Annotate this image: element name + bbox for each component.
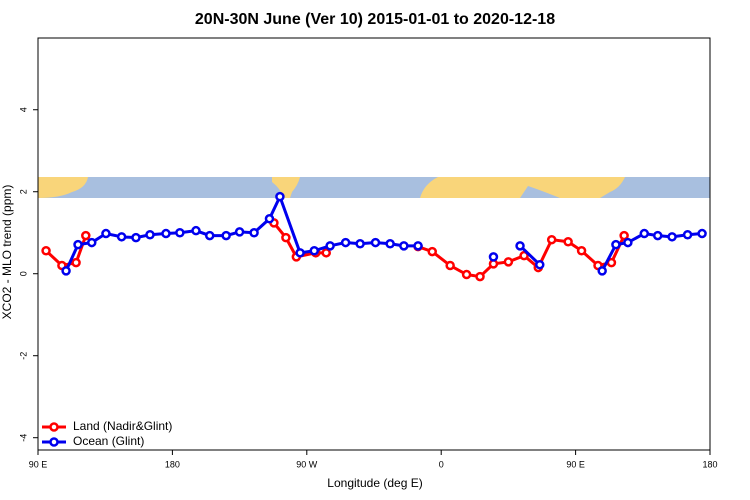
point: [427, 246, 437, 257]
legend-label: Land (Nadir&Glint): [73, 419, 172, 433]
point: [101, 228, 111, 239]
point: [73, 239, 83, 250]
point: [249, 227, 259, 238]
chart-title: 20N-30N June (Ver 10) 2015-01-01 to 2020…: [195, 11, 555, 28]
point: [81, 230, 91, 241]
x-tick-label: 180: [702, 459, 717, 469]
point: [321, 248, 331, 258]
point: [563, 236, 573, 247]
point: [221, 230, 231, 241]
point: [639, 228, 650, 239]
point: [234, 227, 245, 237]
point: [611, 239, 621, 250]
map-strip: [38, 177, 710, 198]
point: [340, 237, 351, 248]
point: [488, 252, 499, 262]
legend-marker: [49, 437, 59, 447]
point: [503, 257, 514, 267]
point: [461, 269, 472, 280]
point: [652, 230, 663, 241]
y-tick-label: -4: [18, 434, 28, 442]
point: [204, 230, 215, 241]
point: [275, 191, 285, 202]
y-tick-label: 4: [18, 107, 28, 112]
y-axis-label: XCO2 - MLO trend (ppm): [0, 185, 14, 320]
point: [309, 246, 320, 256]
y-tick-label: -2: [18, 352, 28, 360]
point: [191, 225, 201, 236]
x-axis-label: Longitude (deg E): [327, 476, 422, 490]
point: [535, 259, 545, 270]
point: [445, 260, 455, 271]
point: [546, 234, 557, 245]
legend-marker: [49, 422, 59, 432]
x-tick-label: 90 E: [566, 459, 585, 469]
point: [295, 248, 305, 258]
plot-frame: [37, 37, 711, 451]
point: [623, 237, 633, 248]
y-tick-label: 2: [18, 189, 28, 194]
point: [413, 241, 423, 251]
point: [41, 246, 51, 256]
point: [619, 230, 629, 241]
point: [475, 271, 485, 282]
point: [355, 239, 365, 249]
point: [385, 239, 395, 249]
point: [71, 257, 81, 268]
point: [399, 241, 409, 251]
point: [325, 241, 335, 251]
point: [281, 232, 291, 243]
point: [667, 232, 677, 242]
point: [515, 241, 525, 251]
point: [519, 250, 529, 261]
point: [145, 230, 155, 240]
point: [682, 230, 693, 240]
x-tick-label: 180: [165, 459, 180, 469]
x-tick-label: 0: [439, 459, 444, 469]
point: [161, 228, 171, 239]
point: [116, 232, 127, 242]
point: [61, 266, 71, 276]
point: [175, 227, 185, 238]
x-tick-label: 90 W: [296, 459, 318, 469]
point: [131, 232, 141, 243]
point: [87, 237, 97, 248]
legend-label: Ocean (Glint): [73, 434, 144, 448]
point: [697, 228, 707, 239]
point: [576, 246, 587, 256]
x-tick-label: 90 E: [29, 459, 48, 469]
point: [597, 266, 607, 276]
point: [264, 214, 275, 224]
y-tick-label: 0: [18, 271, 28, 276]
point: [370, 237, 381, 248]
